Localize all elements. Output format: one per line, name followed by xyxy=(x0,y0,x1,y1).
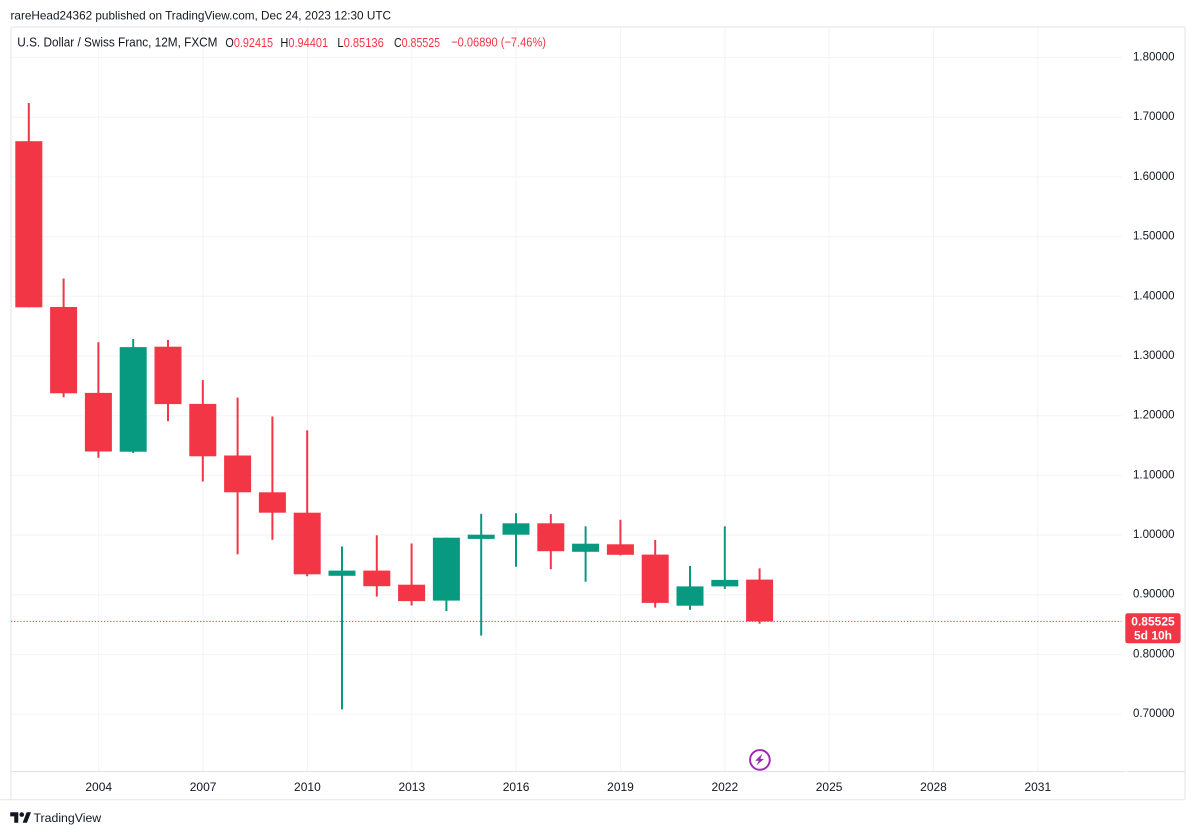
svg-text:1.30000: 1.30000 xyxy=(1133,350,1175,362)
svg-text:1.50000: 1.50000 xyxy=(1133,231,1175,243)
svg-text:1.20000: 1.20000 xyxy=(1133,410,1175,422)
svg-text:2013: 2013 xyxy=(398,780,425,794)
svg-text:1.70000: 1.70000 xyxy=(1133,111,1175,123)
svg-text:2031: 2031 xyxy=(1024,780,1051,794)
svg-text:1.40000: 1.40000 xyxy=(1133,290,1175,302)
svg-text:1.10000: 1.10000 xyxy=(1133,469,1175,481)
svg-text:5d 10h: 5d 10h xyxy=(1134,628,1172,642)
svg-text:2025: 2025 xyxy=(816,780,843,794)
svg-text:2028: 2028 xyxy=(920,780,947,794)
svg-text:2022: 2022 xyxy=(711,780,738,794)
svg-text:1.60000: 1.60000 xyxy=(1133,171,1175,183)
svg-text:0.70000: 0.70000 xyxy=(1133,708,1175,720)
svg-text:C0.85525: C0.85525 xyxy=(394,34,440,49)
svg-text:rareHead24362 published on Tra: rareHead24362 published on TradingView.c… xyxy=(11,9,392,23)
svg-text:H0.94401: H0.94401 xyxy=(280,34,328,49)
svg-text:TradingView: TradingView xyxy=(34,811,102,825)
svg-text:O0.92415: O0.92415 xyxy=(225,34,273,49)
svg-text:2007: 2007 xyxy=(190,780,217,794)
svg-text:2010: 2010 xyxy=(294,780,321,794)
svg-text:L0.85136: L0.85136 xyxy=(337,34,383,49)
svg-text:2016: 2016 xyxy=(503,780,530,794)
svg-text:0.85525: 0.85525 xyxy=(1131,615,1175,629)
svg-text:0.90000: 0.90000 xyxy=(1133,589,1175,601)
svg-text:U.S. Dollar / Swiss Franc, 12M: U.S. Dollar / Swiss Franc, 12M, FXCM xyxy=(17,34,217,49)
svg-text:1.00000: 1.00000 xyxy=(1133,529,1175,541)
svg-text:2004: 2004 xyxy=(85,780,112,794)
svg-text:−0.06890 (−7.46%): −0.06890 (−7.46%) xyxy=(451,34,546,49)
svg-text:2019: 2019 xyxy=(607,780,634,794)
svg-text:1.80000: 1.80000 xyxy=(1133,52,1175,64)
svg-text:0.80000: 0.80000 xyxy=(1133,648,1175,660)
